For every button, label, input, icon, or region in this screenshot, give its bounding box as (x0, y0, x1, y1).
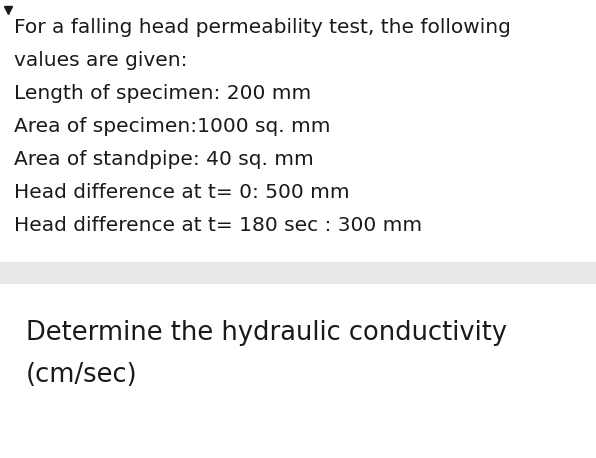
Text: (cm/sec): (cm/sec) (26, 362, 138, 388)
Text: Area of specimen:1000 sq. mm: Area of specimen:1000 sq. mm (14, 117, 331, 136)
Text: For a falling head permeability test, the following: For a falling head permeability test, th… (14, 18, 511, 37)
Text: Head difference at t= 180 sec : 300 mm: Head difference at t= 180 sec : 300 mm (14, 216, 422, 235)
Text: values are given:: values are given: (14, 51, 188, 70)
Text: Length of specimen: 200 mm: Length of specimen: 200 mm (14, 84, 311, 103)
Text: Head difference at t= 0: 500 mm: Head difference at t= 0: 500 mm (14, 183, 350, 202)
Bar (0, 262, 596, 284)
Text: Determine the hydraulic conductivity: Determine the hydraulic conductivity (26, 320, 507, 346)
Text: Area of standpipe: 40 sq. mm: Area of standpipe: 40 sq. mm (14, 150, 313, 169)
